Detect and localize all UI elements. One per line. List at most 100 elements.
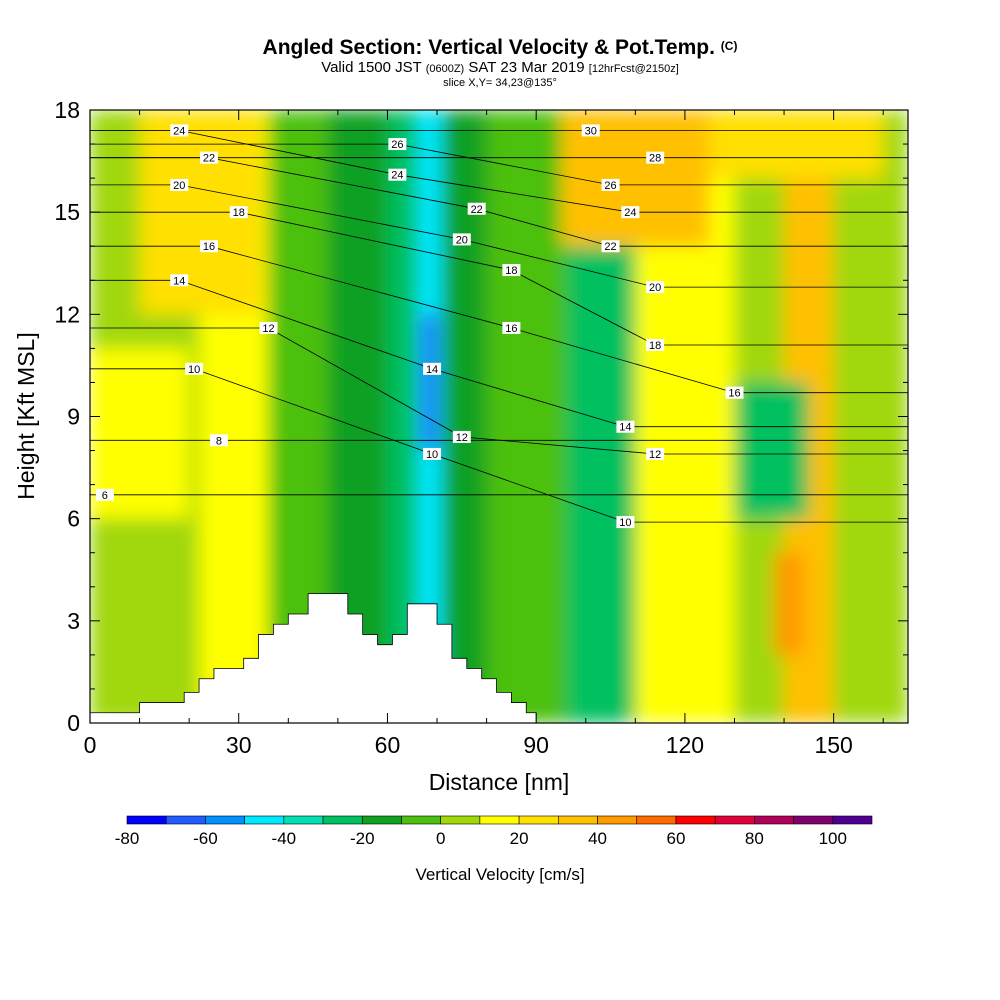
contour-label-text: 18 [233, 207, 245, 219]
contour-label-bg [646, 151, 665, 164]
contour-label-text: 22 [471, 204, 483, 216]
contour-label-bg [388, 168, 407, 181]
y-tick-label: 3 [67, 608, 80, 634]
contour-label-text: 20 [649, 282, 661, 294]
contour-label: 12 [646, 447, 665, 461]
contour-label: 24 [170, 124, 189, 137]
contour-label-bg [621, 206, 640, 219]
contour-label-text: 14 [173, 275, 185, 287]
y-tick-label: 6 [67, 506, 80, 532]
y-tick-label: 18 [54, 97, 80, 123]
contour-label-bg [646, 338, 665, 351]
colorbar-swatch [479, 815, 520, 825]
contour-label-bg [725, 386, 744, 399]
x-tick-label: 30 [226, 732, 252, 758]
contour-label-bg [170, 178, 189, 191]
colorbar-tick-label: 0 [436, 829, 445, 848]
colorbar-tick-label: 40 [588, 829, 607, 848]
contour-label-text: 24 [391, 170, 403, 182]
valid-date: SAT 23 Mar 2019 [468, 59, 585, 76]
contour-label-text: 10 [619, 517, 631, 529]
contour-label-text: 14 [426, 364, 438, 376]
contour-label: 22 [199, 151, 218, 165]
y-tick-label: 9 [67, 404, 80, 430]
colorbar-tick-label: -40 [272, 829, 297, 848]
colorbar-swatch [558, 815, 598, 825]
contour-label-bg [170, 274, 189, 287]
contour-label: 18 [646, 338, 665, 352]
colorbar-swatch [636, 815, 677, 825]
contour-label-bg [452, 233, 471, 246]
colorbar-tick-label: -20 [350, 829, 375, 848]
x-tick-label: 60 [375, 732, 401, 758]
contour-label-bg [199, 240, 218, 253]
colorbar-swatch [675, 815, 716, 825]
contour-label: 28 [646, 151, 665, 165]
contour-label-bg [616, 516, 635, 529]
colorbar-swatch [714, 815, 755, 825]
colorbar-swatch [597, 815, 638, 825]
contour-label-text: 16 [505, 323, 517, 335]
contour-label-text: 28 [649, 153, 661, 165]
colorbar-swatch [401, 815, 441, 825]
contour-label-text: 6 [102, 490, 108, 502]
contour-label-text: 26 [391, 139, 403, 151]
contour-label: 26 [388, 138, 407, 151]
contour-label-text: 22 [604, 241, 616, 253]
colorbar-tick-label: 80 [745, 829, 764, 848]
contour-label: 16 [199, 240, 218, 253]
contour-label-bg [423, 362, 442, 375]
colorbar-tick-label: 20 [510, 829, 529, 848]
forecast-info: [12hrFcst@2150z] [588, 63, 679, 75]
contour-label-bg [616, 420, 635, 433]
contour-label-bg [229, 206, 248, 219]
contour-label-bg [388, 138, 407, 151]
contour-label-text: 10 [188, 364, 200, 376]
contour-label-text: 18 [649, 340, 661, 352]
contour-label-bg [467, 202, 486, 215]
colorbar-swatch [244, 815, 285, 825]
contour-label: 18 [229, 206, 248, 219]
contour-label-text: 22 [203, 153, 215, 165]
colorbar-swatch [165, 815, 206, 825]
colorbar-swatch [754, 815, 794, 825]
contour-label: 20 [452, 233, 471, 246]
contour-label-bg [185, 362, 204, 375]
colorbar-swatch [322, 815, 363, 825]
valid-utc: (0600Z) [425, 63, 465, 75]
contour-label-bg [502, 321, 521, 334]
colorbar-swatch [440, 815, 481, 825]
colorbar-swatch [126, 815, 167, 825]
contour-label: 14 [170, 274, 189, 287]
contour-label-text: 24 [173, 125, 185, 137]
contour-label-bg [259, 321, 278, 334]
terrain-profile [90, 593, 908, 723]
y-tick-label: 0 [67, 710, 80, 736]
colorbar-tick-label: 100 [819, 829, 847, 848]
contour-label: 14 [616, 420, 635, 434]
chart-subtitle: Valid 1500 JST (0600Z) SAT 23 Mar 2019 [… [0, 60, 1000, 77]
contour-label-text: 12 [262, 323, 274, 335]
colorbar-swatch [361, 815, 402, 825]
contour-label-text: 20 [456, 234, 468, 246]
chart-title: Angled Section: Vertical Velocity & Pot.… [0, 36, 1000, 60]
contour-label: 30 [581, 124, 600, 137]
contour-label-text: 30 [585, 125, 597, 137]
contour-label-bg [581, 124, 600, 137]
contour-label-text: 16 [728, 388, 740, 400]
contour-label-bg [502, 264, 521, 277]
colorbar-swatch [205, 815, 245, 825]
contour-label: 12 [452, 430, 471, 444]
contour-label: 22 [601, 240, 620, 253]
contour-label-text: 18 [505, 265, 517, 277]
y-axis-label: Height [Kft MSL] [13, 332, 39, 499]
chart-title-text: Angled Section: Vertical Velocity & Pot.… [262, 36, 715, 59]
contour-label-bg [452, 430, 471, 443]
contour-label-bg [646, 281, 665, 294]
contour-label: 8 [209, 434, 228, 447]
contour-label-text: 20 [173, 180, 185, 192]
contour-label-bg [199, 151, 218, 164]
contour-label: 16 [502, 321, 521, 335]
plot-area: 6 8 10 10 10 12 12 12 14 14 14 16 16 16 18 18 18 20 20 20 22… [90, 110, 908, 723]
